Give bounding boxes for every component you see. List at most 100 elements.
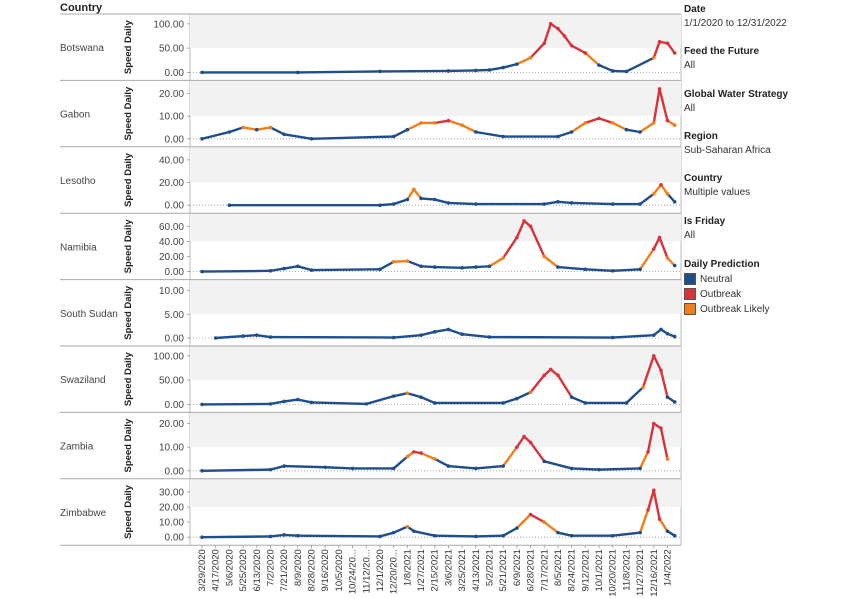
series-segment [556, 531, 573, 537]
filter-feed-the-future[interactable]: Feed the Future All [684, 46, 759, 71]
data-point [556, 200, 560, 204]
data-point [241, 334, 245, 338]
data-point [665, 41, 670, 46]
legend-item-outbreak[interactable]: Outbreak [684, 288, 769, 300]
data-point [501, 134, 505, 139]
data-point [446, 69, 451, 73]
x-tick-label: 11/12/20... [361, 549, 372, 593]
filter-date[interactable]: Date 1/1/2020 to 12/31/2022 [684, 4, 787, 29]
data-point [501, 401, 505, 405]
data-point [651, 333, 656, 337]
series-segment [296, 265, 313, 272]
data-point [556, 530, 560, 535]
series-segment [406, 259, 423, 268]
y-tick-label: 10.00 [159, 112, 184, 123]
series-segment [460, 123, 478, 134]
country-label: Zimbabwe [60, 508, 107, 519]
filter-title: Is Friday [684, 216, 726, 227]
filter-region[interactable]: Region Sub-Saharan Africa [684, 131, 771, 156]
panel-south-sudan: South Sudan Speed Daily 0.00 5.00 10.00 [60, 279, 681, 345]
x-tick-label: 9/16/2020 [320, 549, 331, 591]
series-segment [597, 63, 614, 73]
data-point [556, 26, 560, 31]
series-segment [611, 333, 655, 339]
filter-title: Global Water Strategy [684, 89, 789, 100]
series-segment [543, 255, 560, 269]
data-point [624, 127, 629, 132]
series-segment [282, 533, 300, 537]
series-segment [460, 265, 478, 270]
data-point [432, 457, 437, 461]
series-segment [652, 489, 661, 521]
data-point [364, 402, 369, 406]
y-tick-label: 0.00 [165, 134, 185, 145]
data-point [405, 524, 410, 529]
data-point [651, 488, 656, 493]
data-point [515, 62, 519, 66]
x-tick-label: 12/1/2020 [375, 549, 386, 591]
data-point [556, 373, 560, 378]
x-tick-label: 10/24/20... [348, 549, 359, 594]
y-axis-label: Speed Daily [123, 352, 134, 407]
y-tick-label: 100.00 [153, 351, 184, 362]
data-point [651, 421, 656, 426]
series-segment [412, 188, 423, 200]
legend-title: Daily Prediction [684, 259, 760, 270]
data-point [659, 183, 663, 187]
data-point [460, 332, 464, 337]
series-segment [638, 247, 655, 271]
series-segment [447, 119, 464, 127]
legend-item-neutral[interactable]: Neutral [684, 273, 769, 285]
series-segment [255, 333, 272, 339]
series-segment [529, 441, 546, 463]
series-segment [570, 395, 587, 405]
data-point [528, 56, 533, 60]
data-point [391, 335, 396, 340]
legend-label: Outbreak [700, 288, 742, 300]
series-segment [652, 40, 661, 60]
y-tick-label: 0.00 [165, 267, 185, 278]
data-point [569, 130, 574, 134]
data-point [474, 68, 478, 73]
series-segment [255, 126, 272, 131]
x-tick-label: 5/21/2021 [498, 549, 509, 591]
data-point [501, 533, 505, 538]
data-point [474, 466, 478, 471]
data-point [638, 202, 642, 206]
data-point [282, 399, 286, 404]
series-segment [419, 197, 436, 201]
series-segment [515, 391, 532, 400]
data-point [200, 137, 204, 141]
data-point [487, 264, 492, 269]
data-point [569, 395, 574, 399]
data-point [515, 235, 519, 240]
series-segment [310, 268, 382, 272]
data-point [254, 127, 259, 132]
series-segment [241, 333, 258, 338]
data-point [282, 132, 286, 137]
data-point [268, 534, 273, 539]
series-segment [625, 386, 645, 405]
y-tick-label: 40.00 [159, 237, 184, 248]
data-point [583, 267, 588, 272]
filter-global-water-strategy[interactable]: Global Water Strategy All [684, 89, 788, 114]
data-point [665, 192, 670, 196]
data-point [542, 373, 547, 378]
y-tick-label: 40.00 [159, 155, 184, 166]
series-segment [282, 133, 313, 141]
data-point [412, 187, 416, 192]
data-point [487, 335, 492, 339]
y-axis-label: Speed Daily [123, 20, 134, 75]
legend-item-outbreak-likely[interactable]: Outbreak Likely [684, 303, 769, 315]
data-point [515, 526, 519, 530]
data-point [282, 266, 286, 271]
series-segment [570, 467, 601, 471]
series-segment [419, 451, 436, 461]
data-point [665, 529, 670, 533]
series-segment [433, 534, 478, 538]
filter-is-friday[interactable]: Is Friday All [684, 216, 725, 241]
filter-country[interactable]: Country Multiple values [684, 173, 750, 198]
data-point [487, 68, 492, 72]
series-segment [200, 468, 272, 472]
